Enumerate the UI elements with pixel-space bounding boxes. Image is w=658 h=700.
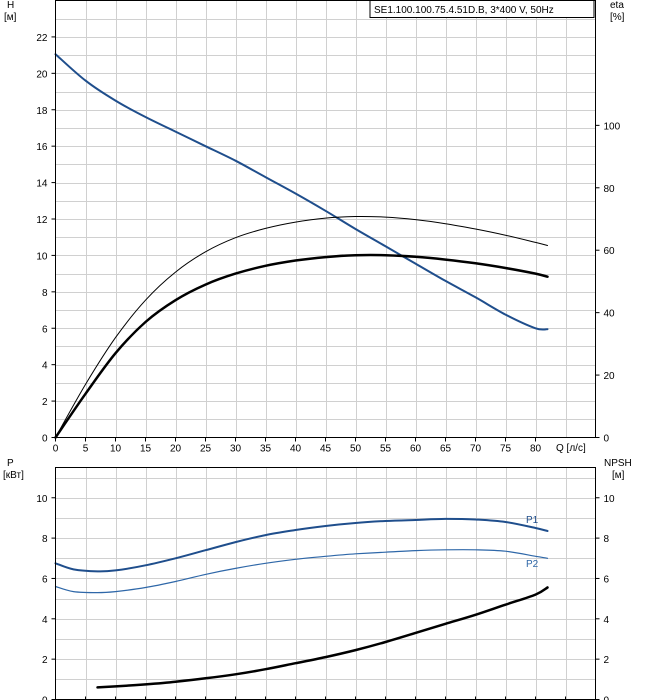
x-tick-label: 0 bbox=[53, 444, 59, 455]
x-tick-label: 80 bbox=[530, 444, 542, 455]
right-axis-unit-NPSH: [м] bbox=[612, 470, 625, 481]
right-tick-label: 0 bbox=[604, 696, 610, 700]
left-tick-label: 4 bbox=[42, 615, 48, 626]
left-tick-label: 8 bbox=[42, 288, 48, 299]
left-axis-unit-H: [м] bbox=[4, 12, 17, 23]
right-tick-label: 4 bbox=[604, 615, 610, 626]
x-axis-label-Q: Q [л/с] bbox=[556, 443, 586, 454]
curve-eta_thick bbox=[54, 253, 549, 439]
left-tick-label: 0 bbox=[42, 434, 48, 445]
left-axis-label-H: H bbox=[7, 0, 14, 11]
curve-H bbox=[54, 53, 549, 331]
curve-P2 bbox=[54, 549, 549, 594]
top-chart-grid bbox=[55, 0, 596, 438]
right-tick-label: 2 bbox=[604, 655, 610, 666]
right-axis-unit-eta: [%] bbox=[610, 12, 625, 23]
x-tick-label: 40 bbox=[290, 444, 302, 455]
left-tick-label: 20 bbox=[36, 69, 48, 80]
left-tick-label: 14 bbox=[36, 179, 48, 190]
right-tick-label: 100 bbox=[604, 121, 621, 132]
x-tick-label: 75 bbox=[500, 444, 512, 455]
curve-NPSH bbox=[96, 586, 549, 689]
x-tick-label: 45 bbox=[320, 444, 332, 455]
x-tick-label: 65 bbox=[440, 444, 452, 455]
left-tick-label: 10 bbox=[36, 251, 48, 262]
left-tick-label: 22 bbox=[36, 33, 48, 44]
right-axis-label-eta: eta bbox=[610, 0, 624, 11]
bottom-chart-grid bbox=[55, 467, 596, 700]
right-tick-label: 60 bbox=[604, 246, 616, 257]
left-axis-label-P: P bbox=[7, 458, 14, 469]
right-tick-label: 20 bbox=[604, 371, 616, 382]
series-label-P1: P1 bbox=[526, 515, 539, 526]
x-tick-label: 30 bbox=[230, 444, 242, 455]
top-chart-curves bbox=[54, 53, 549, 439]
top-chart-axes: 0 2 4 6 8 10 12 14 16 18 20 22 0 20 40 60 80 100 0 5 10 15 20 2… bbox=[36, 33, 620, 455]
top-chart-frame bbox=[55, 0, 596, 438]
left-tick-label: 6 bbox=[42, 324, 48, 335]
right-tick-label: 8 bbox=[604, 534, 610, 545]
curve-P1 bbox=[54, 517, 549, 573]
left-tick-label: 2 bbox=[42, 397, 48, 408]
left-tick-label: 2 bbox=[42, 655, 48, 666]
x-tick-label: 35 bbox=[260, 444, 272, 455]
x-tick-label: 10 bbox=[110, 444, 122, 455]
bottom-chart-axes: 0 2 4 6 8 10 0 2 4 6 8 10 bbox=[36, 494, 615, 700]
right-tick-label: 10 bbox=[604, 494, 616, 505]
x-tick-label: 60 bbox=[410, 444, 422, 455]
x-tick-label: 55 bbox=[380, 444, 392, 455]
x-tick-label: 20 bbox=[170, 444, 182, 455]
x-tick-label: 50 bbox=[350, 444, 362, 455]
left-tick-label: 0 bbox=[42, 696, 48, 700]
x-tick-label: 15 bbox=[140, 444, 152, 455]
right-tick-label: 6 bbox=[604, 574, 610, 585]
left-tick-label: 10 bbox=[36, 494, 48, 505]
curve-eta_thin bbox=[55, 215, 548, 438]
title-box bbox=[369, 0, 595, 18]
right-axis-label-NPSH: NPSH bbox=[604, 458, 632, 469]
right-tick-label: 0 bbox=[604, 434, 610, 445]
x-tick-label: 70 bbox=[470, 444, 482, 455]
left-tick-label: 8 bbox=[42, 534, 48, 545]
series-label-P2: P2 bbox=[526, 559, 539, 570]
right-tick-label: 40 bbox=[604, 309, 616, 320]
left-tick-label: 6 bbox=[42, 574, 48, 585]
bottom-chart-frame bbox=[55, 467, 596, 700]
bottom-chart-curves bbox=[54, 517, 549, 689]
left-axis-unit-P: [кВт] bbox=[3, 470, 24, 481]
right-tick-label: 80 bbox=[604, 184, 616, 195]
left-tick-label: 4 bbox=[42, 361, 48, 372]
left-tick-label: 18 bbox=[36, 106, 48, 117]
x-tick-label: 5 bbox=[83, 444, 89, 455]
chart-title: SE1.100.100.75.4.51D.B, 3*400 V, 50Hz bbox=[374, 5, 554, 16]
left-tick-label: 12 bbox=[36, 215, 48, 226]
x-tick-label: 25 bbox=[200, 444, 212, 455]
left-tick-label: 16 bbox=[36, 142, 48, 153]
